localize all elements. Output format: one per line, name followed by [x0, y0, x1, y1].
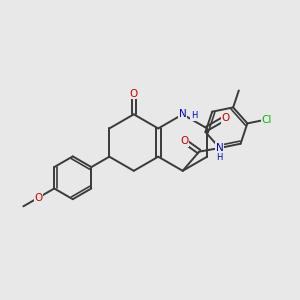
Text: O: O [34, 193, 42, 203]
Text: O: O [221, 113, 229, 123]
Text: O: O [181, 136, 189, 146]
Text: Cl: Cl [261, 115, 272, 124]
Text: O: O [130, 88, 138, 98]
Text: H: H [216, 153, 223, 162]
Text: H: H [191, 111, 197, 120]
Text: N: N [179, 109, 187, 119]
Text: N: N [216, 143, 224, 153]
